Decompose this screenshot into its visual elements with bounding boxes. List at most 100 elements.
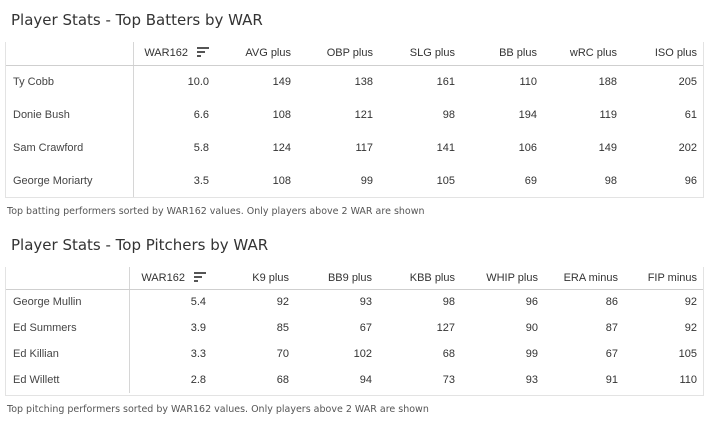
stat-cell: 202 <box>678 141 697 154</box>
pitchers-col-bb9-plus[interactable]: BB9 plus <box>295 267 378 290</box>
table-row: Donie Bush 6.6 108 121 98 194 119 61 <box>6 98 703 131</box>
stat-cell: 119 <box>599 108 617 121</box>
batters-title: Player Stats - Top Batters by WAR <box>11 11 263 29</box>
stat-cell: 85 <box>276 322 289 334</box>
stat-cell: 68 <box>276 374 289 386</box>
table-row: George Mullin 5.4 92 93 98 96 86 92 <box>6 289 703 315</box>
batters-caption: Top batting performers sorted by WAR162 … <box>7 206 425 217</box>
batters-table-card: WAR162 AVG plus OBP plus SLG plus BB plu… <box>5 42 704 198</box>
stat-cell: 61 <box>684 108 697 121</box>
stat-cell: 67 <box>605 348 618 360</box>
stat-cell: 73 <box>442 374 455 386</box>
table-row: Ed Willett 2.8 68 94 73 93 91 110 <box>6 367 703 393</box>
stat-cell: 127 <box>436 322 455 334</box>
stat-cell: 93 <box>525 374 538 386</box>
sort-descending-icon[interactable] <box>194 271 206 282</box>
stat-cell: 108 <box>272 108 291 121</box>
pitchers-table-card: WAR162 K9 plus BB9 plus KBB plus WHIP pl… <box>5 267 704 396</box>
stat-cell: 69 <box>524 174 537 187</box>
pitchers-col-war162[interactable]: WAR162 <box>129 267 212 290</box>
stat-cell: 205 <box>678 75 697 88</box>
batters-col-avg-plus[interactable]: AVG plus <box>215 42 297 66</box>
stat-cell: 105 <box>436 174 455 187</box>
table-row: Ty Cobb 10.0 149 138 161 110 188 205 <box>6 65 703 98</box>
pitchers-col-k9-plus[interactable]: K9 plus <box>212 267 295 290</box>
stat-cell: 110 <box>519 75 537 88</box>
stat-cell: 10.0 <box>187 75 209 88</box>
batters-col-war162[interactable]: WAR162 <box>133 42 215 66</box>
pitchers-name-header <box>6 267 130 290</box>
player-name: Donie Bush <box>6 98 134 131</box>
stat-cell: 91 <box>605 374 618 386</box>
player-name: Ed Killian <box>6 341 130 367</box>
player-name: Ed Summers <box>6 315 130 341</box>
stat-cell: 70 <box>276 348 289 360</box>
stat-cell: 3.9 <box>190 322 206 334</box>
pitchers-col-era-minus[interactable]: ERA minus <box>544 267 624 290</box>
table-row: Ed Summers 3.9 85 67 127 90 87 92 <box>6 315 703 341</box>
stat-cell: 92 <box>684 322 697 334</box>
stat-cell: 93 <box>359 296 372 309</box>
stat-cell: 102 <box>353 348 372 360</box>
stat-cell: 194 <box>518 108 537 121</box>
stat-cell: 98 <box>604 174 617 187</box>
pitchers-col-fip-minus[interactable]: FIP minus <box>624 267 703 290</box>
stat-cell: 92 <box>684 296 697 309</box>
batters-table: WAR162 AVG plus OBP plus SLG plus BB plu… <box>6 42 703 197</box>
stat-cell: 141 <box>436 141 455 154</box>
stat-cell: 98 <box>442 108 455 121</box>
stat-cell: 92 <box>276 296 289 309</box>
stat-cell: 161 <box>436 75 455 88</box>
stat-cell: 67 <box>359 322 372 334</box>
pitchers-table: WAR162 K9 plus BB9 plus KBB plus WHIP pl… <box>6 267 703 393</box>
table-row: George Moriarty 3.5 108 99 105 69 98 96 <box>6 164 703 197</box>
stat-cell: 110 <box>679 374 697 386</box>
pitchers-header-row: WAR162 K9 plus BB9 plus KBB plus WHIP pl… <box>6 267 703 290</box>
stat-cell: 3.3 <box>190 348 206 360</box>
stat-cell: 99 <box>525 348 538 360</box>
stat-cell: 117 <box>355 141 373 154</box>
stat-cell: 99 <box>360 174 373 187</box>
player-name: Sam Crawford <box>6 131 134 164</box>
batters-name-header <box>6 42 134 66</box>
stat-cell: 124 <box>272 141 291 154</box>
player-name: George Moriarty <box>6 164 134 197</box>
pitchers-col-kbb-plus[interactable]: KBB plus <box>378 267 461 290</box>
sort-descending-icon[interactable] <box>197 47 209 58</box>
stat-cell: 105 <box>678 348 697 360</box>
stat-cell: 3.5 <box>193 174 209 187</box>
stat-cell: 6.6 <box>193 108 209 121</box>
stat-cell: 5.4 <box>190 296 206 309</box>
batters-col-wrc-plus[interactable]: wRC plus <box>543 42 623 66</box>
table-row: Ed Killian 3.3 70 102 68 99 67 105 <box>6 341 703 367</box>
stat-cell: 96 <box>525 296 538 309</box>
pitchers-caption: Top pitching performers sorted by WAR162… <box>7 404 429 415</box>
player-name: George Mullin <box>6 289 130 315</box>
batters-col-slg-plus[interactable]: SLG plus <box>379 42 461 66</box>
stat-cell: 138 <box>354 75 373 88</box>
batters-col-iso-plus[interactable]: ISO plus <box>623 42 703 66</box>
stat-cell: 96 <box>684 174 697 187</box>
stat-cell: 86 <box>605 296 618 309</box>
player-name: Ty Cobb <box>6 65 134 98</box>
player-name: Ed Willett <box>6 367 130 393</box>
table-row: Sam Crawford 5.8 124 117 141 106 149 202 <box>6 131 703 164</box>
stat-cell: 188 <box>598 75 617 88</box>
stat-cell: 5.8 <box>193 141 209 154</box>
stat-cell: 106 <box>518 141 537 154</box>
batters-col-obp-plus[interactable]: OBP plus <box>297 42 379 66</box>
stat-cell: 98 <box>442 296 455 309</box>
stat-cell: 87 <box>605 322 618 334</box>
stat-cell: 108 <box>272 174 291 187</box>
stat-cell: 121 <box>354 108 373 121</box>
batters-col-bb-plus[interactable]: BB plus <box>461 42 543 66</box>
stat-cell: 68 <box>442 348 455 360</box>
pitchers-title: Player Stats - Top Pitchers by WAR <box>11 236 269 254</box>
stat-cell: 94 <box>359 374 372 386</box>
pitchers-col-whip-plus[interactable]: WHIP plus <box>461 267 544 290</box>
stat-cell: 149 <box>598 141 617 154</box>
stat-cell: 2.8 <box>190 374 206 386</box>
stat-cell: 90 <box>525 322 538 334</box>
stat-cell: 149 <box>272 75 291 88</box>
batters-header-row: WAR162 AVG plus OBP plus SLG plus BB plu… <box>6 42 703 66</box>
